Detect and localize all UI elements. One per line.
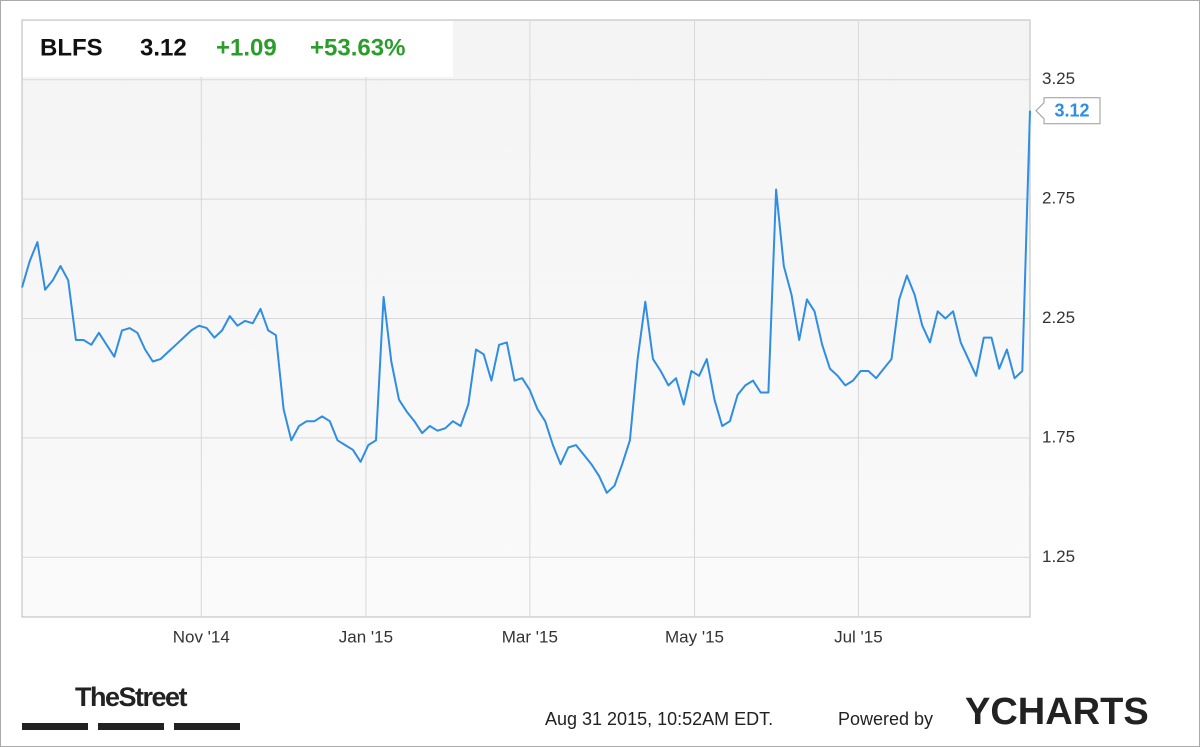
timestamp: Aug 31 2015, 10:52AM EDT. (545, 709, 773, 729)
powered-by: Powered by (838, 709, 933, 729)
last-value-label: 3.12 (1054, 100, 1089, 120)
change: +1.09 (216, 34, 277, 61)
x-tick-label: Mar '15 (502, 627, 558, 646)
price: 3.12 (140, 34, 187, 61)
y-tick-label: 3.25 (1042, 69, 1075, 88)
x-tick-label: Nov '14 (173, 627, 230, 646)
last-value-box (1035, 97, 1101, 125)
price-line (21, 110, 1031, 494)
brand-logo: TheStreet (75, 682, 188, 712)
y-tick-label: 1.75 (1042, 427, 1075, 446)
x-tick-label: Jan '15 (339, 627, 393, 646)
logo-bar (174, 723, 240, 730)
logo-bar (22, 723, 88, 730)
ticker: BLFS (40, 34, 103, 61)
change-pct: +53.63% (310, 34, 405, 61)
y-tick-label: 2.75 (1042, 189, 1075, 208)
logo-bar (98, 723, 164, 730)
provider-logo: YCHARTS (965, 691, 1149, 733)
x-tick-label: Jul '15 (834, 627, 883, 646)
x-tick-label: May '15 (665, 627, 724, 646)
y-tick-label: 2.25 (1042, 308, 1075, 327)
y-tick-label: 1.25 (1042, 547, 1075, 566)
header-box (23, 21, 453, 77)
grid (22, 20, 1030, 617)
